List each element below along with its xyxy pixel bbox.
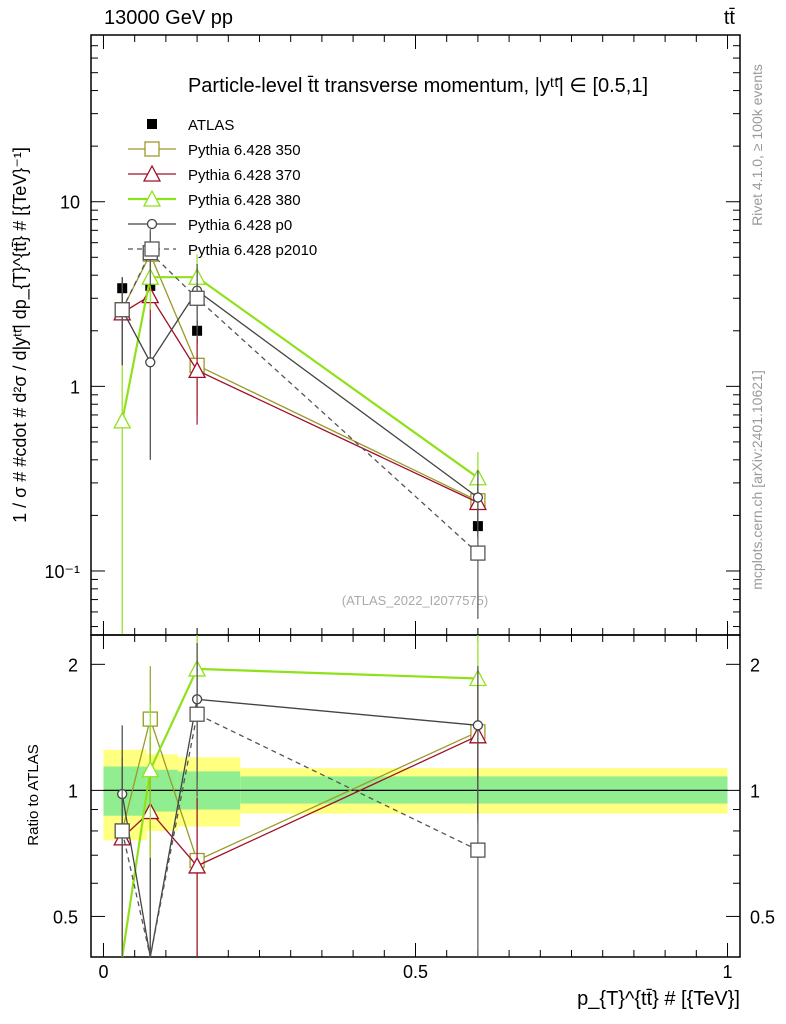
main-series-1-line [121, 252, 479, 502]
rivet-label: Rivet 4.1.0, ≥ 100k events [749, 64, 765, 226]
main-series-3-line [121, 276, 479, 479]
ratio-series-4-point [114, 823, 130, 839]
legend-marker [142, 189, 162, 207]
ratio-series-2-point [141, 760, 160, 778]
ratio-y-tick-label: 1 [68, 781, 78, 801]
legend-marker [142, 164, 162, 182]
x-axis-label: p_{T}^{tt̄} # [{TeV}] [577, 988, 740, 1010]
main-series-2-point [188, 361, 207, 379]
legend-label: Pythia 6.428 370 [188, 167, 301, 184]
energy-label: 13000 GeV pp [104, 7, 233, 29]
ratio-series-4-point [189, 706, 205, 722]
main-series-5-line [121, 251, 479, 554]
main-series-5-point [189, 290, 205, 306]
legend-marker [144, 241, 160, 257]
ratio-plot-area [113, 635, 487, 958]
ratio-series-pythia-6-428-p2010 [114, 658, 486, 958]
ratio-series-1-point [188, 856, 207, 874]
ratio-series-3-point [472, 720, 484, 731]
y-tick-label: 10 [60, 193, 80, 213]
main-ticks: 10⁻¹ 1 10 [44, 34, 740, 635]
y-axis-label: 1 / σ # #cdot # d²σ / d|yᵗᵗ̄| dp_{T}^{tt… [10, 147, 31, 523]
ratio-y-tick-label-right: 2 [750, 655, 760, 675]
ratio-series-3-line [121, 698, 478, 958]
ratio-y-label: Ratio to ATLAS [25, 744, 42, 845]
legend-marker [144, 141, 160, 157]
main-series-2-line [121, 294, 479, 504]
ratio-y-tick-label-right: 1 [750, 781, 760, 801]
ratio-series-2-line [121, 667, 478, 958]
series-atlas [117, 275, 483, 536]
x-tick-label: 0 [98, 962, 108, 982]
mcplots-label: mcplots.cern.ch [arXiv:2401.10621] [749, 370, 765, 589]
legend: ATLAS Pythia 6.428 350 Pythia 6.428 370 Pyt… [128, 117, 317, 259]
y-tick-label: 1 [70, 377, 80, 397]
ratio-y-tick-label: 0.5 [53, 907, 78, 927]
ratio-y-tick-label-right: 0.5 [750, 907, 775, 927]
legend-label: ATLAS [188, 117, 234, 134]
main-series-3-point [113, 411, 132, 429]
ratio-panel: Ratio to ATLAS 0.5 0.5 1 1 2 2 0 0.5 1 p_{T}^{tt… [25, 634, 775, 1010]
chart-title: Particle-level t̄t transverse momentum, … [188, 75, 648, 97]
y-tick-label: 10⁻¹ [44, 562, 80, 582]
ratio-series-4-point [470, 842, 486, 858]
main-series-5-point [114, 302, 130, 318]
main-series-4-point [472, 492, 484, 503]
legend-label: Pythia 6.428 p2010 [188, 242, 317, 259]
series-pythia-6-428-350 [114, 231, 486, 520]
main-series-5-point [470, 545, 486, 561]
watermark: (ATLAS_2022_I2077575) [342, 593, 488, 608]
series-pythia-6-428-380 [113, 254, 487, 635]
ratio-series-0-line [121, 716, 479, 862]
main-panel: Particle-level t̄t transverse momentum, … [10, 34, 741, 636]
process-label: tt̄ [724, 7, 736, 29]
legend-marker [147, 119, 157, 129]
ratio-y-tick-label: 2 [68, 655, 78, 675]
main-series-4-point [145, 357, 156, 368]
legend-label: Pythia 6.428 380 [188, 192, 301, 209]
ratio-series-4-line [121, 713, 479, 958]
x-tick-label: 1 [723, 962, 733, 982]
main-series-4-line [121, 289, 479, 499]
series-pythia-6-428-p2010 [114, 229, 486, 619]
ratio-series-1-line [121, 735, 479, 867]
legend-label: Pythia 6.428 p0 [188, 217, 292, 234]
main-plot-area [113, 229, 487, 635]
x-tick-label: 0.5 [403, 962, 428, 982]
ratio-ticks: 0.5 0.5 1 1 2 2 0 0.5 1 [53, 635, 775, 982]
legend-label: Pythia 6.428 350 [188, 142, 301, 159]
legend-marker [146, 218, 158, 230]
